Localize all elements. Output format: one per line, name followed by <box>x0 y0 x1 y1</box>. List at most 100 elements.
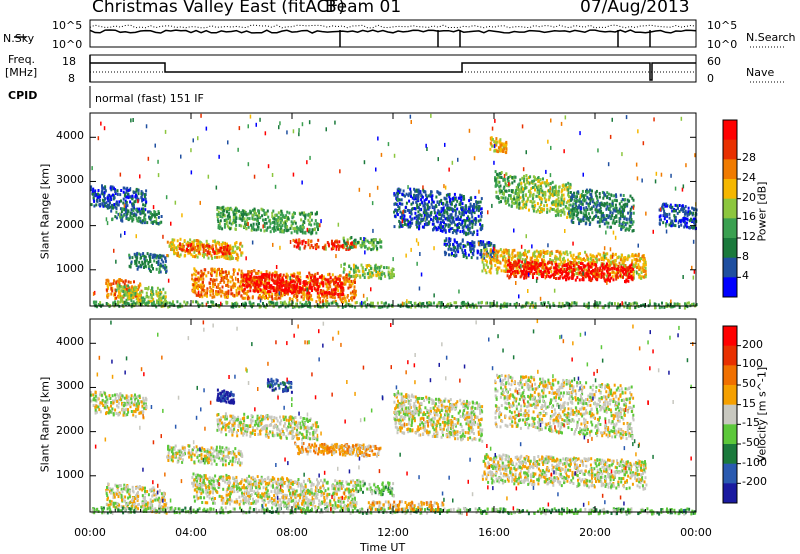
nave-tick-top: 60 <box>707 55 721 68</box>
power-panel-noise <box>91 113 697 309</box>
velocity-panel-blob-1 <box>105 482 168 515</box>
velocity-panel-colorbar-seg-2 <box>723 365 737 386</box>
velocity-panel-ytick-label-3: 4000 <box>56 335 84 349</box>
nave-tick-bottom: 0 <box>707 72 714 85</box>
chart-title: Christmas Valley East (fitACF) <box>92 0 345 17</box>
velocity-panel-colorbar-tick-label-4: -15 <box>742 416 760 430</box>
velocity-panel-colorbar-seg-1 <box>723 345 737 366</box>
velocity-panel-xtick-label-5: 20:00 <box>579 526 611 539</box>
power-panel-colorbar-seg-5 <box>723 218 737 239</box>
power-panel-colorbar-tick-label-6: 28 <box>742 151 756 165</box>
nsearch-tick-bottom: 10^0 <box>707 38 738 51</box>
velocity-panel-colorbar-seg-3 <box>723 385 737 406</box>
power-panel-ytick-label-1: 2000 <box>56 217 84 231</box>
freq-tick-bottom: 8 <box>68 72 75 85</box>
power-panel-blob-8 <box>216 205 320 236</box>
velocity-panel-ytick-label-1: 2000 <box>56 423 84 437</box>
velocity-panel-colorbar-tick-label-7: -200 <box>742 475 767 489</box>
velocity-panel-colorbar-frame <box>722 325 738 504</box>
velocity-panel-xtick-label-1: 04:00 <box>175 526 207 539</box>
power-panel-blob-5 <box>178 242 231 256</box>
velocity-ylabel: Slant Range [km] <box>38 376 52 473</box>
freq-tick-top: 18 <box>62 55 76 68</box>
velocity-panel-colorbar-tick-label-6: -100 <box>742 455 767 469</box>
velocity-panel-blob-8 <box>481 453 648 491</box>
velocity-panel-xtick-label-6: 00:00 <box>680 526 712 539</box>
power-panel-blob-18 <box>494 170 522 210</box>
power-panel-blob-10 <box>342 236 383 252</box>
velocity-panel-xtick-label-3: 12:00 <box>377 526 409 539</box>
nsky-panel-frame <box>89 19 697 48</box>
freq-unit: [MHz] <box>5 66 38 79</box>
power-panel-colorbar-frame <box>722 119 738 298</box>
power-panel-colorbar-seg-0 <box>723 120 737 141</box>
velocity-panel-blob-6 <box>355 478 395 498</box>
velocity-colorbar-label: Velocity [m s^-1] <box>755 366 769 463</box>
nsearch-trace <box>89 24 697 29</box>
nsky-trace <box>89 29 697 34</box>
velocity-panel-blob-3 <box>191 472 357 511</box>
power-ylabel: Slant Range [km] <box>38 163 52 260</box>
velocity-panel-colorbar-seg-7 <box>723 463 737 484</box>
nsearch-tick-top: 10^5 <box>707 19 738 32</box>
power-panel-colorbar-tick-label-0: 4 <box>742 269 749 283</box>
power-panel-blob-6 <box>191 267 357 305</box>
velocity-panel-blob-0 <box>90 390 148 420</box>
power-panel-blob-12 <box>128 251 168 274</box>
power-panel-colorbar-seg-6 <box>723 238 737 259</box>
power-panel-ytick-label-2: 3000 <box>56 173 84 187</box>
freq-panel-frame <box>89 54 697 83</box>
velocity-panel-colorbar-tick-label-0: 200 <box>742 337 763 351</box>
nsky-label: N.Sky <box>3 32 35 45</box>
power-panel-colorbar-tick-label-3: 16 <box>742 210 756 224</box>
power-panel-blob-20 <box>569 188 635 233</box>
cpid-label: CPID <box>8 89 38 102</box>
velocity-panel-blob-7 <box>393 392 484 443</box>
velocity-panel-blob-10 <box>216 388 236 405</box>
velocity-panel-blob-2 <box>166 444 244 467</box>
nsky-tick-top: 10^5 <box>52 19 83 32</box>
velocity-panel-colorbar-tick-label-1: 100 <box>742 357 763 371</box>
power-panel-colorbar-seg-8 <box>723 277 737 298</box>
power-colorbar-label: Power [dB] <box>755 181 769 242</box>
power-panel-colorbar-seg-7 <box>723 257 737 278</box>
velocity-panel-colorbar-seg-4 <box>723 404 737 425</box>
velocity-panel-colorbar-seg-6 <box>723 444 737 465</box>
velocity-panel-ytick-label-2: 3000 <box>56 379 84 393</box>
nave-label: Nave <box>746 66 775 79</box>
velocity-panel-xtick-label-2: 08:00 <box>276 526 308 539</box>
power-panel-blob-11 <box>342 262 395 281</box>
power-panel-colorbar-tick-label-5: 24 <box>742 171 756 184</box>
power-panel-blob-1 <box>110 206 163 226</box>
date-label: 07/Aug/2013 <box>580 0 690 17</box>
xlabel: Time UT <box>360 541 406 554</box>
nsearch-label: N.Search <box>746 31 796 44</box>
velocity-panel-colorbar-seg-8 <box>723 483 737 504</box>
velocity-panel-colorbar-seg-0 <box>723 326 737 347</box>
velocity-panel-blob-14 <box>367 500 445 513</box>
velocity-panel-blob-11 <box>266 377 293 394</box>
velocity-panel-colorbar-tick-label-3: 15 <box>742 396 756 410</box>
velocity-panel-colorbar-seg-5 <box>723 424 737 445</box>
velocity-panel-noise <box>94 319 694 516</box>
power-panel-blob-21 <box>658 202 698 231</box>
beam-label: Beam 01 <box>325 0 402 17</box>
power-panel-ytick-label-0: 1000 <box>56 261 84 275</box>
velocity-panel-blob-4 <box>216 412 320 442</box>
power-panel-colorbar-tick-label-4: 20 <box>742 190 756 204</box>
power-panel-colorbar-seg-2 <box>723 159 737 180</box>
power-panel-blob-0 <box>90 184 148 213</box>
velocity-panel-blob-12 <box>318 442 369 455</box>
velocity-panel-colorbar-tick-label-2: 50 <box>742 377 756 390</box>
power-panel-colorbar-tick-label-1: 8 <box>742 249 749 263</box>
velocity-panel-colorbar-tick-label-5: -50 <box>742 436 760 449</box>
power-panel-blob-17 <box>489 136 508 155</box>
power-panel-blob-7 <box>241 272 345 297</box>
power-panel-colorbar-seg-1 <box>723 139 737 160</box>
velocity-panel-blob-9 <box>494 373 635 441</box>
velocity-panel-xtick-label-0: 00:00 <box>74 526 106 539</box>
power-panel-blob-22 <box>92 300 698 310</box>
cpid-text: normal (fast) 151 IF <box>95 92 204 105</box>
power-panel-blob-13 <box>393 187 484 237</box>
